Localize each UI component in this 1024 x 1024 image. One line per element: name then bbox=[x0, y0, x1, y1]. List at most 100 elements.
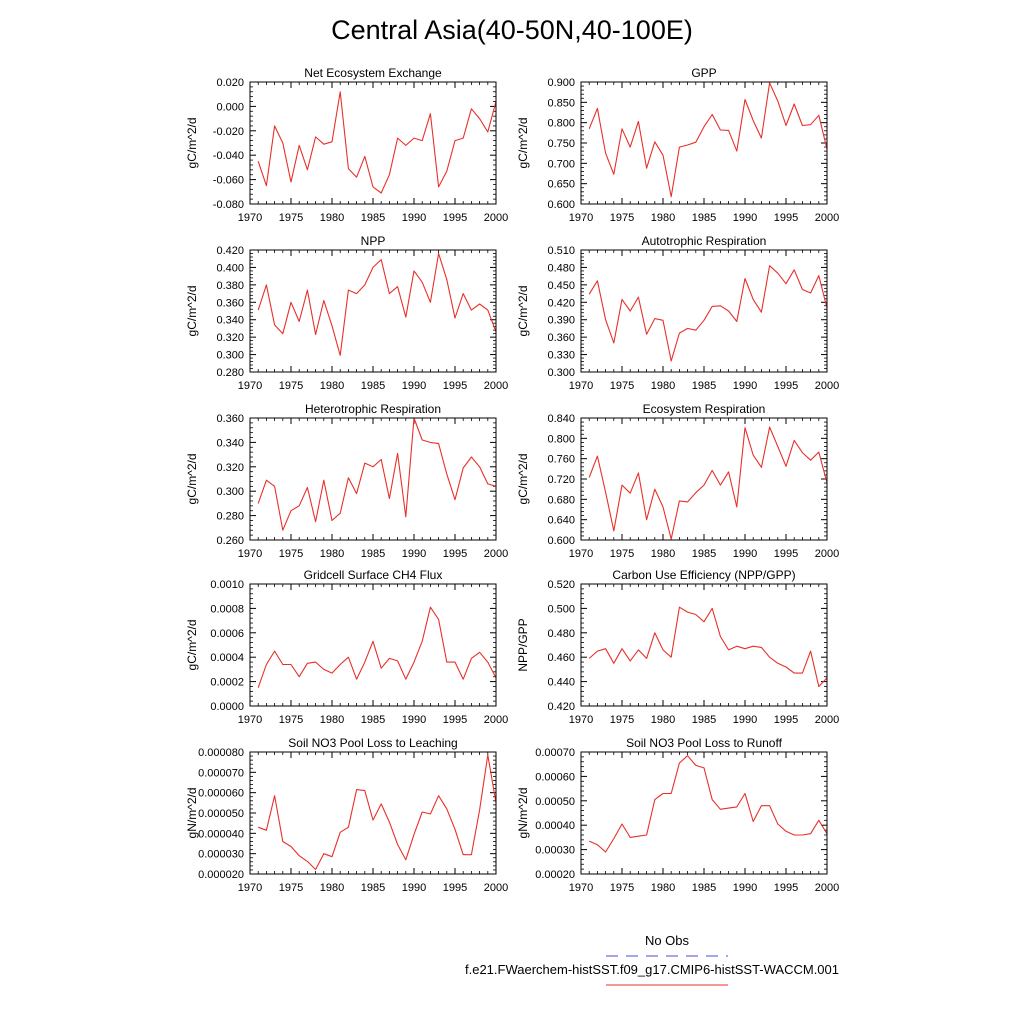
plot-frame-9 bbox=[580, 751, 828, 875]
y-tick-label-8-5: 0.000070 bbox=[198, 767, 244, 779]
x-tick-label-4-6: 2000 bbox=[484, 548, 508, 560]
x-tick-label-6-5: 1995 bbox=[443, 714, 467, 726]
y-tick-label-4-2: 0.300 bbox=[216, 486, 244, 498]
y-tick-label-4-4: 0.340 bbox=[216, 437, 244, 449]
series-line-6 bbox=[257, 606, 497, 688]
x-tick-label-9-6: 2000 bbox=[815, 882, 839, 894]
y-tick-label-9-1: 0.00030 bbox=[535, 845, 575, 857]
series-line-9 bbox=[588, 755, 828, 853]
panel-0: Net Ecosystem Exchange gC/m^2/d -0.080 -0.0… bbox=[185, 66, 508, 224]
y-tick-label-3-4: 0.420 bbox=[547, 297, 575, 309]
panel-3: Autotrophic Respiration gC/m^2/d 0.300 0.33… bbox=[516, 234, 839, 392]
legend-line-model bbox=[606, 984, 728, 986]
y-tick-label-9-3: 0.00050 bbox=[535, 796, 575, 808]
x-tick-label-0-2: 1980 bbox=[320, 212, 344, 224]
panel-4: Heterotrophic Respiration gC/m^2/d 0.260 0.… bbox=[185, 402, 508, 560]
y-tick-label-4-0: 0.260 bbox=[216, 535, 244, 547]
legend-label-obs: No Obs bbox=[644, 933, 690, 948]
x-tick-label-1-0: 1970 bbox=[569, 212, 593, 224]
x-tick-label-3-3: 1985 bbox=[692, 380, 716, 392]
panel-5: Ecosystem Respiration gC/m^2/d 0.600 0.640 0… bbox=[516, 402, 839, 560]
x-tick-label-9-3: 1985 bbox=[692, 882, 716, 894]
y-tick-label-0-5: 0.020 bbox=[216, 77, 244, 89]
x-tick-label-2-1: 1975 bbox=[279, 380, 303, 392]
x-tick-label-1-4: 1990 bbox=[733, 212, 757, 224]
x-tick-label-0-3: 1985 bbox=[361, 212, 385, 224]
y-tick-label-2-6: 0.400 bbox=[216, 262, 244, 274]
x-tick-label-9-5: 1995 bbox=[774, 882, 798, 894]
x-tick-label-0-6: 2000 bbox=[484, 212, 508, 224]
x-tick-label-8-5: 1995 bbox=[443, 882, 467, 894]
plot-frame-5 bbox=[580, 417, 828, 541]
y-axis-label-7: NPP/GPP bbox=[516, 618, 530, 671]
y-tick-label-5-6: 0.840 bbox=[547, 413, 575, 425]
y-tick-label-9-5: 0.00070 bbox=[535, 747, 575, 759]
x-tick-label-0-0: 1970 bbox=[238, 212, 262, 224]
y-tick-label-3-6: 0.480 bbox=[547, 262, 575, 274]
y-tick-label-3-2: 0.360 bbox=[547, 332, 575, 344]
x-tick-label-8-2: 1980 bbox=[320, 882, 344, 894]
y-tick-label-1-2: 0.700 bbox=[547, 158, 575, 170]
x-tick-label-7-4: 1990 bbox=[733, 714, 757, 726]
x-tick-label-4-5: 1995 bbox=[443, 548, 467, 560]
y-tick-label-8-6: 0.000080 bbox=[198, 747, 244, 759]
x-tick-label-9-4: 1990 bbox=[733, 882, 757, 894]
y-tick-label-8-1: 0.000030 bbox=[198, 849, 244, 861]
y-tick-label-5-4: 0.760 bbox=[547, 454, 575, 466]
y-tick-label-6-3: 0.0006 bbox=[210, 628, 244, 640]
y-tick-label-2-7: 0.420 bbox=[216, 245, 244, 257]
x-tick-label-8-6: 2000 bbox=[484, 882, 508, 894]
x-tick-label-4-0: 1970 bbox=[238, 548, 262, 560]
y-tick-label-7-1: 0.440 bbox=[547, 677, 575, 689]
x-tick-label-7-0: 1970 bbox=[569, 714, 593, 726]
y-tick-label-2-3: 0.340 bbox=[216, 315, 244, 327]
panel-title-3: Autotrophic Respiration bbox=[642, 234, 767, 248]
y-tick-label-0-3: -0.020 bbox=[213, 126, 244, 138]
y-tick-label-1-6: 0.900 bbox=[547, 77, 575, 89]
figure-title: Central Asia(40-50N,40-100E) bbox=[331, 15, 693, 45]
panel-title-2: NPP bbox=[361, 234, 386, 248]
panel-2: NPP gC/m^2/d 0.280 0.300 0.320 0.340 0.360 0.38… bbox=[185, 234, 508, 392]
y-tick-label-6-1: 0.0002 bbox=[210, 677, 244, 689]
x-tick-label-6-3: 1985 bbox=[361, 714, 385, 726]
panel-title-7: Carbon Use Efficiency (NPP/GPP) bbox=[612, 568, 795, 582]
y-axis-label-5: gC/m^2/d bbox=[516, 454, 530, 505]
y-tick-label-7-4: 0.500 bbox=[547, 603, 575, 615]
y-tick-label-8-0: 0.000020 bbox=[198, 869, 244, 881]
x-tick-label-8-3: 1985 bbox=[361, 882, 385, 894]
x-tick-label-4-1: 1975 bbox=[279, 548, 303, 560]
y-tick-label-2-2: 0.320 bbox=[216, 332, 244, 344]
panel-1: GPP gC/m^2/d 0.600 0.650 0.700 0.750 0.800 0.85… bbox=[516, 66, 839, 224]
series-line-7 bbox=[588, 606, 828, 688]
panel-title-6: Gridcell Surface CH4 Flux bbox=[304, 568, 443, 582]
x-tick-label-4-2: 1980 bbox=[320, 548, 344, 560]
x-tick-label-6-6: 2000 bbox=[484, 714, 508, 726]
y-tick-label-0-1: -0.060 bbox=[213, 175, 244, 187]
y-tick-label-5-5: 0.800 bbox=[547, 433, 575, 445]
x-tick-label-7-5: 1995 bbox=[774, 714, 798, 726]
x-tick-label-7-6: 2000 bbox=[815, 714, 839, 726]
x-tick-label-8-0: 1970 bbox=[238, 882, 262, 894]
x-tick-label-0-5: 1995 bbox=[443, 212, 467, 224]
y-tick-label-7-2: 0.460 bbox=[547, 652, 575, 664]
y-tick-label-6-4: 0.0008 bbox=[210, 603, 244, 615]
x-tick-label-4-3: 1985 bbox=[361, 548, 385, 560]
x-tick-label-2-4: 1990 bbox=[402, 380, 426, 392]
plot-frame-6 bbox=[249, 583, 497, 707]
y-tick-label-4-5: 0.360 bbox=[216, 413, 244, 425]
x-tick-label-3-2: 1980 bbox=[651, 380, 675, 392]
x-tick-label-2-2: 1980 bbox=[320, 380, 344, 392]
series-line-4 bbox=[257, 417, 497, 531]
x-tick-label-0-4: 1990 bbox=[402, 212, 426, 224]
x-tick-label-2-0: 1970 bbox=[238, 380, 262, 392]
y-tick-label-5-2: 0.680 bbox=[547, 494, 575, 506]
y-tick-label-7-0: 0.420 bbox=[547, 701, 575, 713]
y-tick-label-7-5: 0.520 bbox=[547, 579, 575, 591]
x-tick-label-7-1: 1975 bbox=[610, 714, 634, 726]
y-tick-label-0-4: 0.000 bbox=[216, 101, 244, 113]
x-tick-label-6-2: 1980 bbox=[320, 714, 344, 726]
x-tick-label-3-0: 1970 bbox=[569, 380, 593, 392]
x-tick-label-5-6: 2000 bbox=[815, 548, 839, 560]
y-tick-label-5-0: 0.600 bbox=[547, 535, 575, 547]
